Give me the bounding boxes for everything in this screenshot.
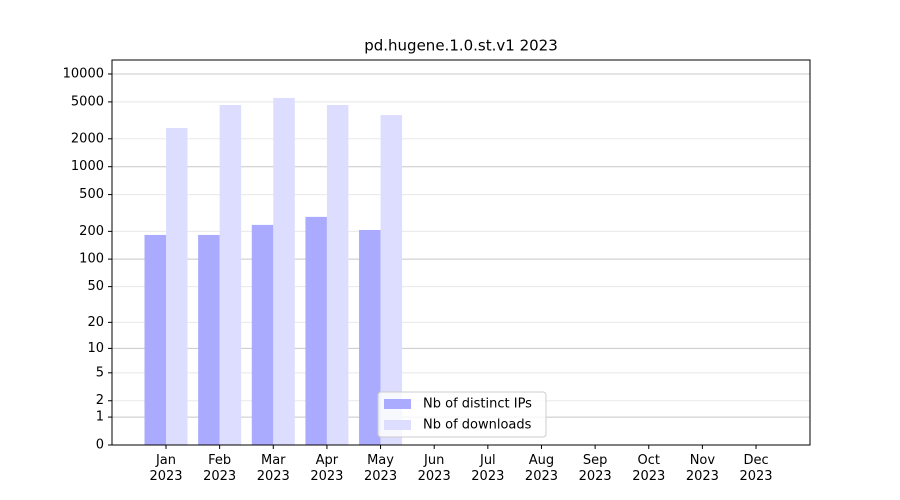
bar (359, 229, 381, 445)
y-tick-label: 5 (96, 365, 104, 380)
bar (273, 97, 295, 445)
y-tick-label: 100 (79, 252, 104, 267)
x-tick-label: Apr 2023 (310, 453, 344, 484)
x-tick-label: Feb 2023 (203, 453, 237, 484)
x-tick-label: Mar 2023 (256, 453, 290, 484)
y-tick-label: 1000 (71, 159, 104, 174)
bar (251, 224, 274, 445)
legend-swatch (384, 399, 411, 409)
bars (144, 97, 403, 446)
y-tick-label: 200 (79, 224, 104, 239)
bar (219, 104, 242, 446)
y-tick-label: 5000 (71, 94, 104, 109)
y-tick-label: 20 (87, 315, 104, 330)
legend-label: Nb of downloads (423, 418, 532, 433)
y-tick-label: 1 (96, 410, 104, 425)
bar (380, 115, 403, 445)
y-tick-label: 10000 (63, 66, 104, 81)
plot-frame (111, 59, 811, 446)
x-tick-label: Sep 2023 (578, 453, 612, 484)
bar (198, 234, 220, 445)
legend-label: Nb of distinct IPs (423, 397, 532, 412)
y-tick-label: 0 (96, 438, 104, 453)
y-tick-label: 10 (87, 341, 104, 356)
x-tick-label: Nov 2023 (685, 453, 719, 484)
legend: Nb of distinct IPs Nb of downloads (377, 391, 547, 438)
ticks: 0 1 2 5 10 20 50 100 200 500 1000 2000 5000 10000 (63, 66, 757, 453)
x-tick-label: Jun 2023 (417, 453, 451, 484)
legend-box (377, 391, 547, 438)
y-tick-label: 50 (87, 279, 104, 294)
bar (166, 127, 188, 446)
bar (305, 216, 327, 445)
x-tick-label: Oct 2023 (632, 453, 666, 484)
x-tick-label: Jul 2023 (471, 453, 505, 484)
chart-title: pd.hugene.1.0.st.v1 2023 (364, 37, 558, 55)
y-tick-label: 500 (79, 187, 104, 202)
x-tick-label: Dec 2023 (739, 453, 773, 484)
x-tick-label: Aug 2023 (524, 453, 559, 484)
x-tick-label: May 2023 (364, 453, 398, 484)
y-tick-label: 2 (96, 393, 104, 408)
bar (326, 104, 349, 446)
x-tick-label: Jan 2023 (149, 453, 183, 484)
bar (144, 234, 166, 445)
y-tick-label: 2000 (71, 131, 104, 146)
legend-swatch (384, 420, 411, 430)
